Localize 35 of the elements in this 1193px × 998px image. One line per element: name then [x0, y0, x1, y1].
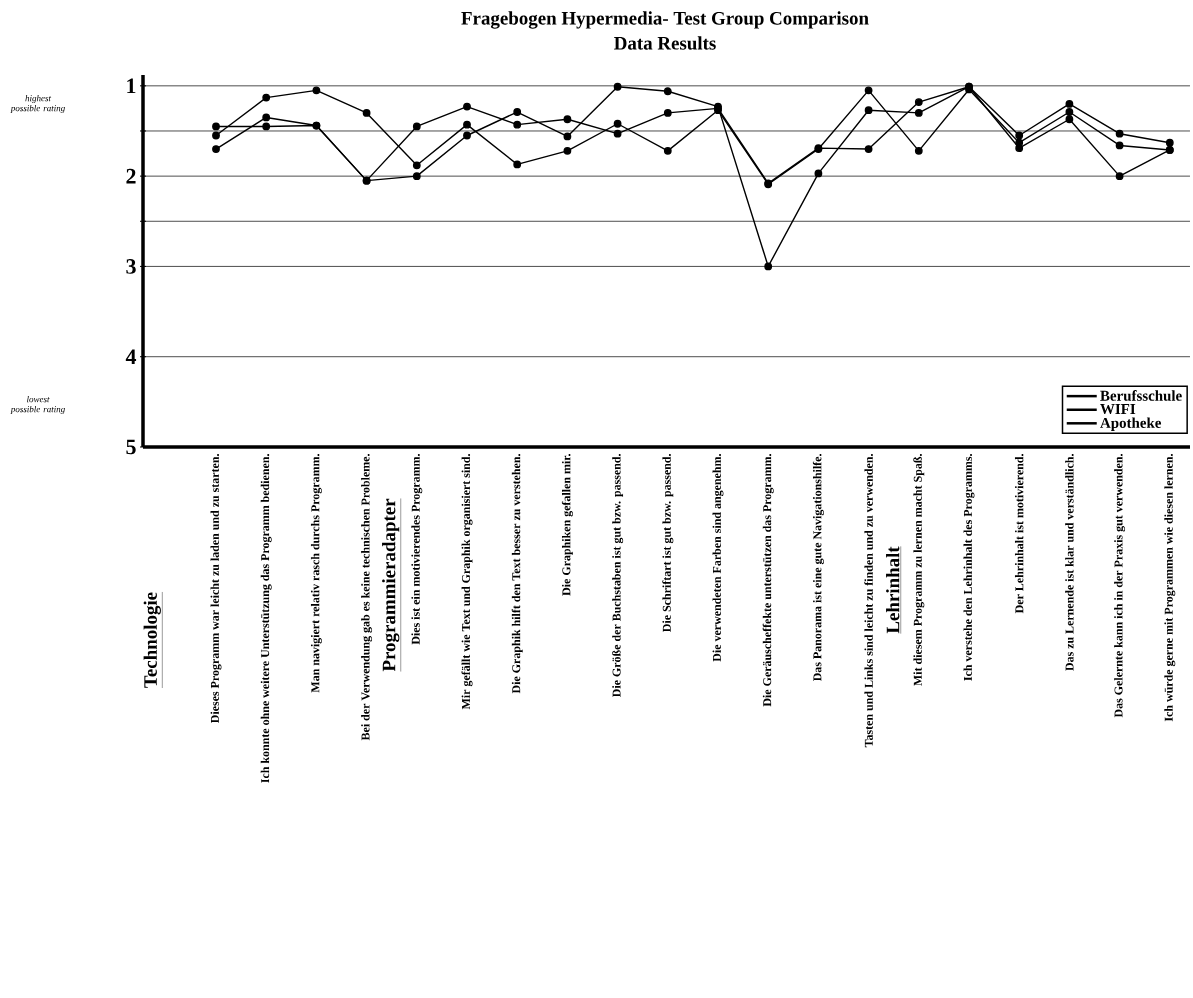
x-tick-label: Dieses Programm war leicht zu laden und zu starten.	[210, 454, 222, 724]
x-tick-label: Die Größe der Buchstaben ist gut bzw. passend.	[612, 454, 624, 698]
chart-subtitle: Data Results	[614, 36, 716, 50]
x-tick-label: Mit diesem Programm zu lernen macht Spaß.	[913, 454, 925, 686]
x-tick-label: Der Lehrinhalt ist motivierend.	[1014, 454, 1024, 614]
text: Programmieradapter	[382, 498, 400, 672]
text: highest possible rating	[10, 94, 65, 114]
y-tick-label: 2	[126, 168, 136, 184]
x-tick-label: Die Geräuscheffekte unterstützen das Programm.	[762, 454, 774, 707]
x-tick-label: Bei der Verwendung gab es keine technischen Probleme.	[361, 454, 373, 741]
x-tick-label: Das Gelernte kann ich in der Praxis gut verwenden.	[1114, 454, 1126, 718]
legend-label: WIFI	[1100, 404, 1136, 415]
x-tick-label: Ich würde gerne mit Programmen wie diesen lernen.	[1164, 454, 1176, 722]
legend-label: Berufsschule	[1100, 390, 1182, 401]
x-tick-label: Ich verstehe den Lehrinhalt des Programms.	[963, 454, 975, 681]
x-tick-label: Das Panorama ist eine gute Navigationshilfe.	[812, 454, 824, 682]
x-tick-label: Die Graphiken gefallen mir.	[561, 454, 573, 596]
text: Technologie	[143, 592, 161, 688]
y-tick-label: 1	[127, 78, 136, 94]
legend-label: Apotheke	[1100, 417, 1162, 431]
x-tick-label: Das zu Lernende ist klar und verständlich.	[1065, 454, 1074, 671]
x-tick-label: Tasten und Links sind leicht zu finden und zu verwenden.	[864, 454, 873, 748]
x-tick-label: Die verwendeten Farben sind angenehm.	[712, 454, 724, 662]
y-tick-label: 4	[125, 349, 137, 364]
x-tick-label: Dies ist ein motivierendes Programm.	[411, 454, 423, 645]
text: Lehrinhalt	[886, 546, 900, 634]
x-tick-label: Die Graphik hilft den Text besser zu verstehen.	[511, 454, 523, 694]
x-tick-label: Mir gefällt wie Text und Graphik organisiert sind.	[461, 454, 473, 710]
y-tick-label: 3	[126, 259, 136, 274]
text: lowest possible rating	[10, 395, 65, 415]
x-tick-label: Die Schriftart ist gut bzw. passend.	[662, 454, 674, 632]
x-tick-label: Ich konnte ohne weitere Unterstützung das Programm bedienen.	[260, 454, 272, 783]
chart-title: Fragebogen Hypermedia- Test Group Comparison	[461, 11, 869, 29]
y-tick-label: 5	[126, 439, 136, 455]
x-tick-label: Man navigiert relativ rasch durchs Programm.	[310, 454, 322, 693]
